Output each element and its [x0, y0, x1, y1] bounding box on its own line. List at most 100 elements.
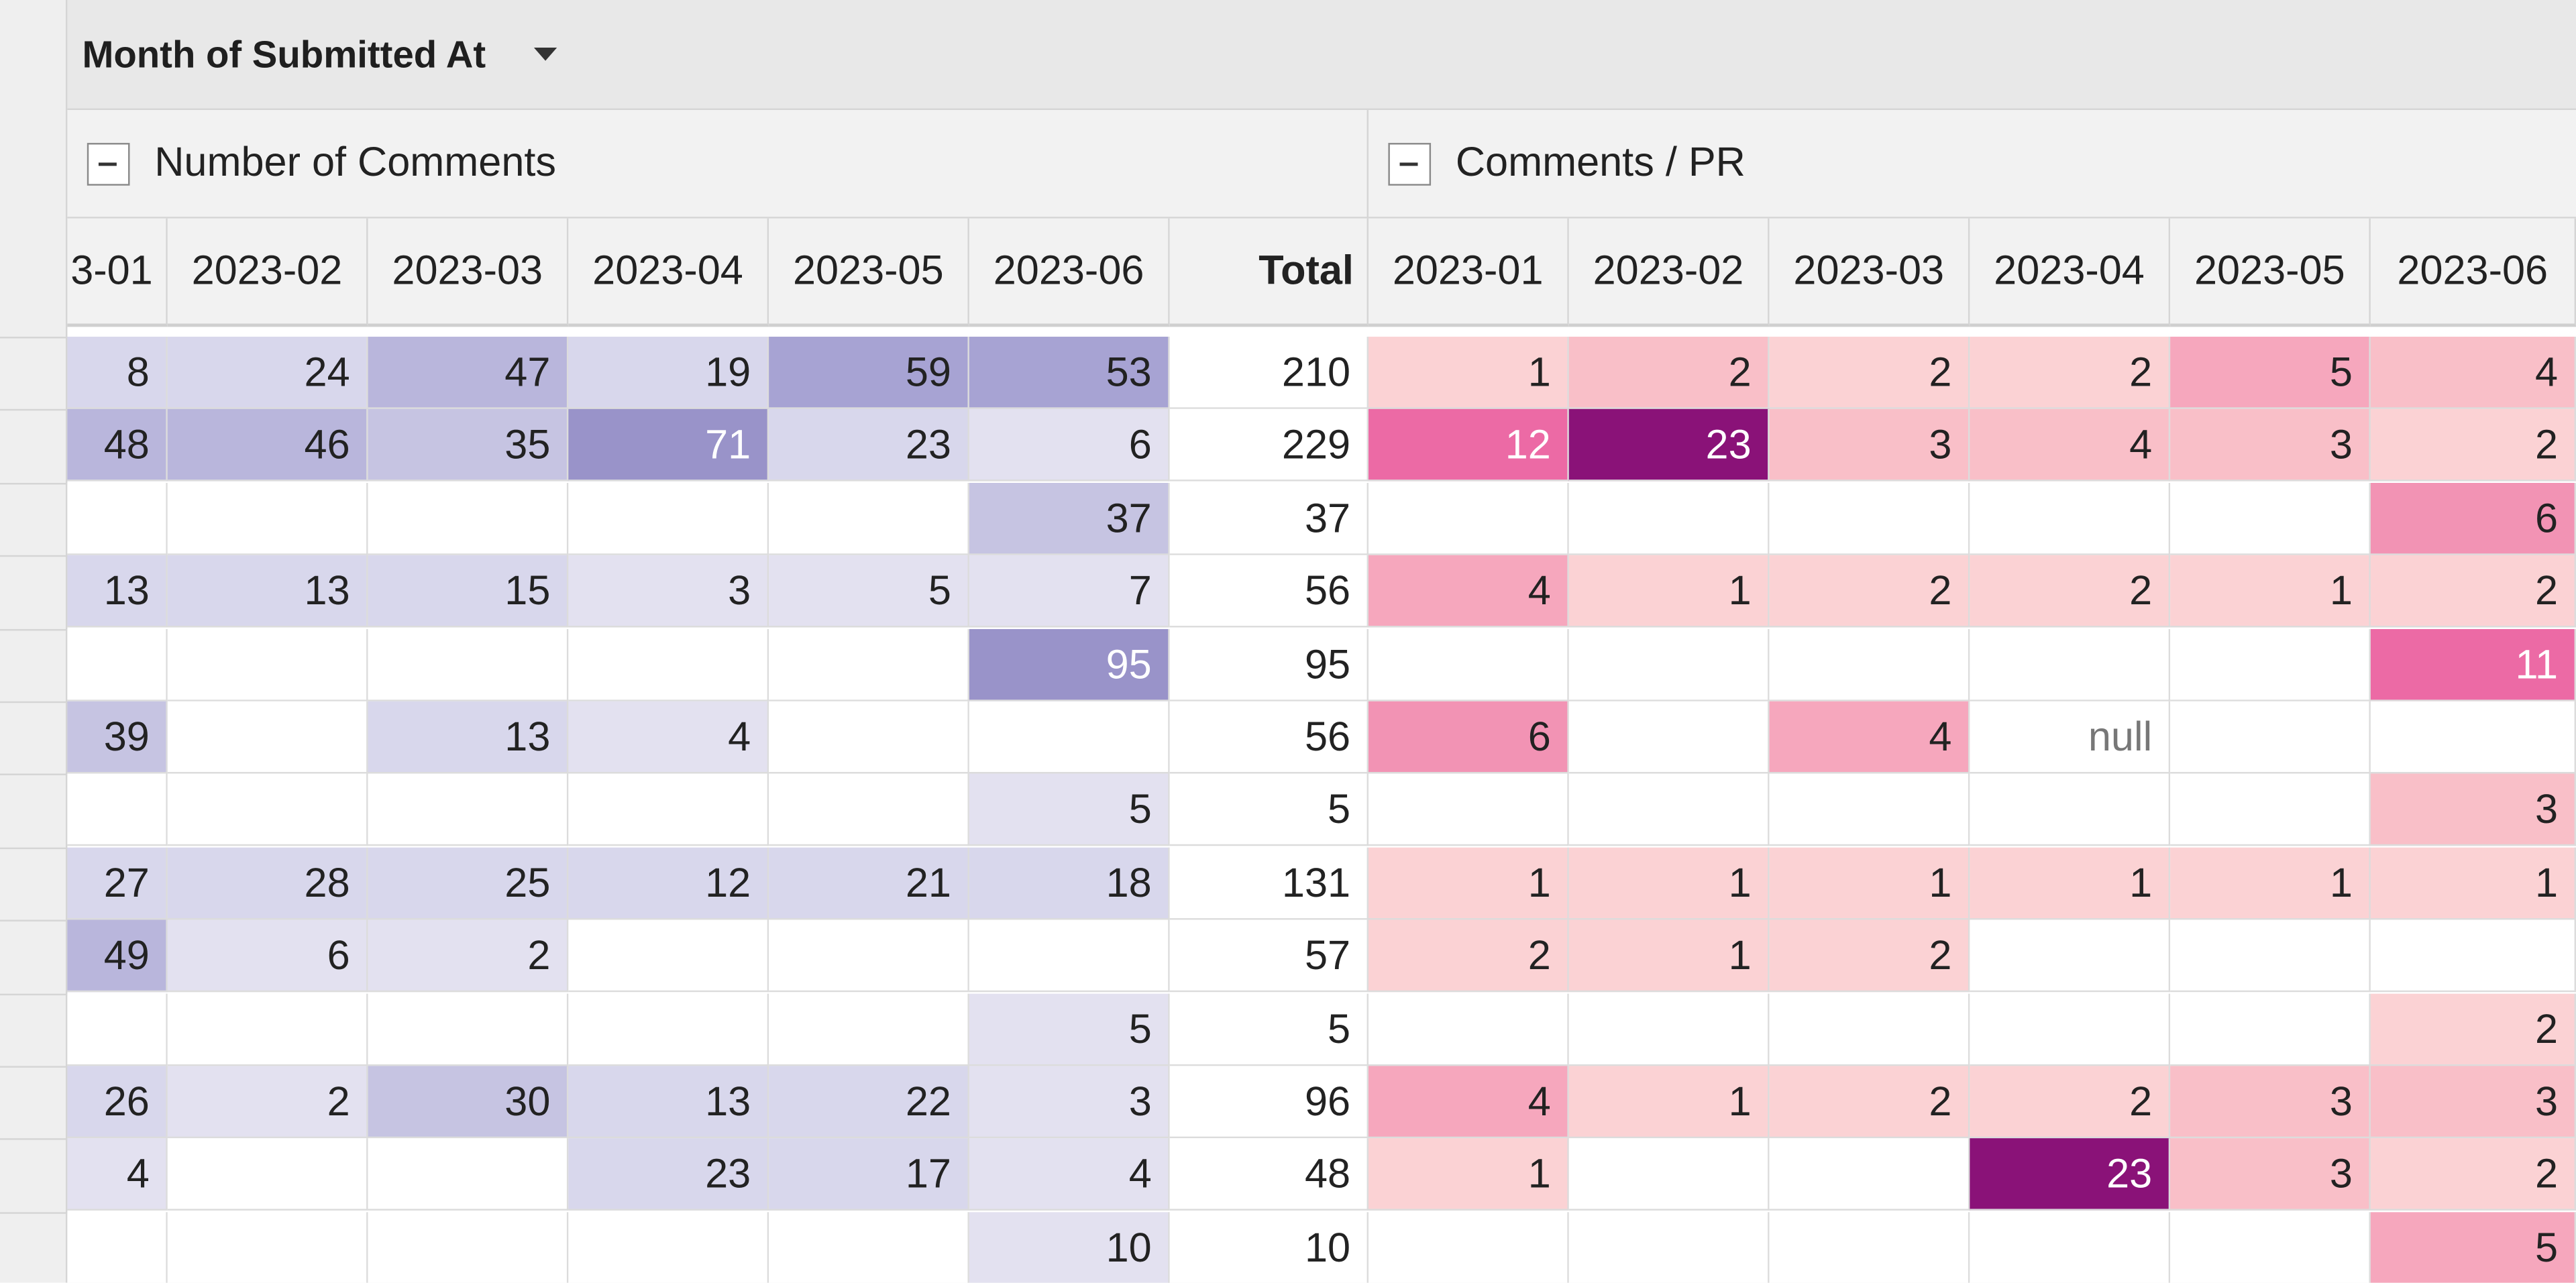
- total-cell[interactable]: 48: [1169, 1138, 1369, 1211]
- data-cell[interactable]: 2: [1769, 1066, 1970, 1139]
- column-header[interactable]: 2023-06: [969, 218, 1170, 327]
- data-cell[interactable]: 2: [2370, 408, 2576, 482]
- total-cell[interactable]: 10: [1169, 1212, 1369, 1283]
- data-cell[interactable]: 2: [2370, 1138, 2576, 1211]
- data-cell[interactable]: [1970, 993, 2171, 1066]
- data-cell[interactable]: 4: [1368, 555, 1569, 628]
- data-cell[interactable]: [769, 993, 969, 1066]
- data-cell[interactable]: 6: [1368, 701, 1569, 774]
- data-cell[interactable]: 2: [1568, 337, 1770, 409]
- data-cell[interactable]: 3: [2170, 1138, 2371, 1211]
- data-cell[interactable]: 1: [1568, 1066, 1770, 1139]
- data-cell[interactable]: 5: [769, 555, 969, 628]
- data-cell[interactable]: [568, 1212, 769, 1283]
- data-cell[interactable]: 21: [769, 847, 969, 920]
- data-cell[interactable]: 13: [67, 555, 168, 628]
- data-cell[interactable]: [1568, 1138, 1770, 1211]
- data-cell[interactable]: 71: [568, 408, 769, 482]
- column-header[interactable]: 2023-04: [568, 218, 769, 327]
- data-cell[interactable]: [1568, 773, 1770, 846]
- data-cell[interactable]: [368, 1138, 569, 1211]
- data-cell[interactable]: 1: [1368, 1138, 1569, 1211]
- data-cell[interactable]: 2: [1970, 555, 2171, 628]
- data-cell[interactable]: [1970, 483, 2171, 555]
- data-cell[interactable]: [167, 701, 368, 774]
- data-cell[interactable]: [969, 701, 1170, 774]
- data-cell[interactable]: 3: [969, 1066, 1170, 1139]
- data-cell[interactable]: [67, 628, 168, 702]
- column-header[interactable]: 2023-01: [1368, 218, 1569, 327]
- data-cell[interactable]: [67, 773, 168, 846]
- data-cell[interactable]: [568, 919, 769, 993]
- data-cell[interactable]: 6: [2370, 483, 2576, 555]
- data-cell[interactable]: [2170, 993, 2371, 1066]
- data-cell[interactable]: 22: [769, 1066, 969, 1139]
- column-header[interactable]: 2023-05: [769, 218, 969, 327]
- data-cell[interactable]: 13: [167, 555, 368, 628]
- data-cell[interactable]: 2: [2370, 555, 2576, 628]
- data-cell[interactable]: 3: [2370, 773, 2576, 846]
- data-cell[interactable]: [568, 993, 769, 1066]
- data-cell[interactable]: [769, 483, 969, 555]
- data-cell[interactable]: 53: [969, 337, 1170, 409]
- column-header[interactable]: 2023-04: [1970, 218, 2171, 327]
- data-cell[interactable]: [167, 993, 368, 1066]
- data-cell[interactable]: [969, 919, 1170, 993]
- data-cell[interactable]: [1970, 773, 2171, 846]
- data-cell[interactable]: 10: [969, 1212, 1170, 1283]
- data-cell[interactable]: 2: [1769, 919, 1970, 993]
- data-cell[interactable]: 39: [67, 701, 168, 774]
- column-header[interactable]: 2023-02: [167, 218, 368, 327]
- data-cell[interactable]: 17: [769, 1138, 969, 1211]
- data-cell[interactable]: [1769, 993, 1970, 1066]
- data-cell[interactable]: 5: [2170, 337, 2371, 409]
- data-cell[interactable]: 30: [368, 1066, 569, 1139]
- data-cell[interactable]: 3: [2170, 408, 2371, 482]
- collapse-minus-icon[interactable]: [1388, 143, 1432, 186]
- total-cell[interactable]: 96: [1169, 1066, 1369, 1139]
- data-cell[interactable]: [368, 773, 569, 846]
- data-cell[interactable]: [2170, 919, 2371, 993]
- data-cell[interactable]: 23: [568, 1138, 769, 1211]
- data-cell[interactable]: 4: [67, 1138, 168, 1211]
- data-cell[interactable]: [2170, 773, 2371, 846]
- data-cell[interactable]: [2170, 701, 2371, 774]
- data-cell[interactable]: 4: [1368, 1066, 1569, 1139]
- data-cell[interactable]: 1: [2170, 847, 2371, 920]
- data-cell[interactable]: [1568, 701, 1770, 774]
- data-cell[interactable]: [769, 701, 969, 774]
- data-cell[interactable]: [568, 628, 769, 702]
- data-cell[interactable]: [568, 483, 769, 555]
- data-cell[interactable]: [1368, 1212, 1569, 1283]
- data-cell[interactable]: 12: [568, 847, 769, 920]
- data-cell[interactable]: 12: [1368, 408, 1569, 482]
- data-cell[interactable]: [1568, 483, 1770, 555]
- data-cell[interactable]: 3: [568, 555, 769, 628]
- data-cell[interactable]: 15: [368, 555, 569, 628]
- data-cell[interactable]: 1: [1368, 337, 1569, 409]
- total-cell[interactable]: 37: [1169, 483, 1369, 555]
- data-cell[interactable]: 2: [1368, 919, 1569, 993]
- data-cell[interactable]: 3: [2370, 1066, 2576, 1139]
- data-cell[interactable]: 8: [67, 337, 168, 409]
- data-cell[interactable]: [167, 1138, 368, 1211]
- data-cell[interactable]: [1769, 773, 1970, 846]
- column-header[interactable]: 2023-05: [2170, 218, 2371, 327]
- data-cell[interactable]: 6: [969, 408, 1170, 482]
- data-cell[interactable]: 3: [1769, 408, 1970, 482]
- data-cell[interactable]: [1568, 628, 1770, 702]
- data-cell[interactable]: 13: [568, 1066, 769, 1139]
- data-cell[interactable]: 1: [1568, 847, 1770, 920]
- column-header[interactable]: 2023-02: [1568, 218, 1770, 327]
- data-cell[interactable]: [368, 628, 569, 702]
- total-cell[interactable]: 95: [1169, 628, 1369, 702]
- total-cell[interactable]: 210: [1169, 337, 1369, 409]
- data-cell[interactable]: [2170, 628, 2371, 702]
- data-cell[interactable]: [2170, 483, 2371, 555]
- data-cell[interactable]: 11: [2370, 628, 2576, 702]
- data-cell[interactable]: [167, 1212, 368, 1283]
- dropdown-caret-icon[interactable]: [533, 48, 557, 61]
- column-header[interactable]: 2023-03: [368, 218, 569, 327]
- data-cell[interactable]: 4: [969, 1138, 1170, 1211]
- data-cell[interactable]: 4: [1970, 408, 2171, 482]
